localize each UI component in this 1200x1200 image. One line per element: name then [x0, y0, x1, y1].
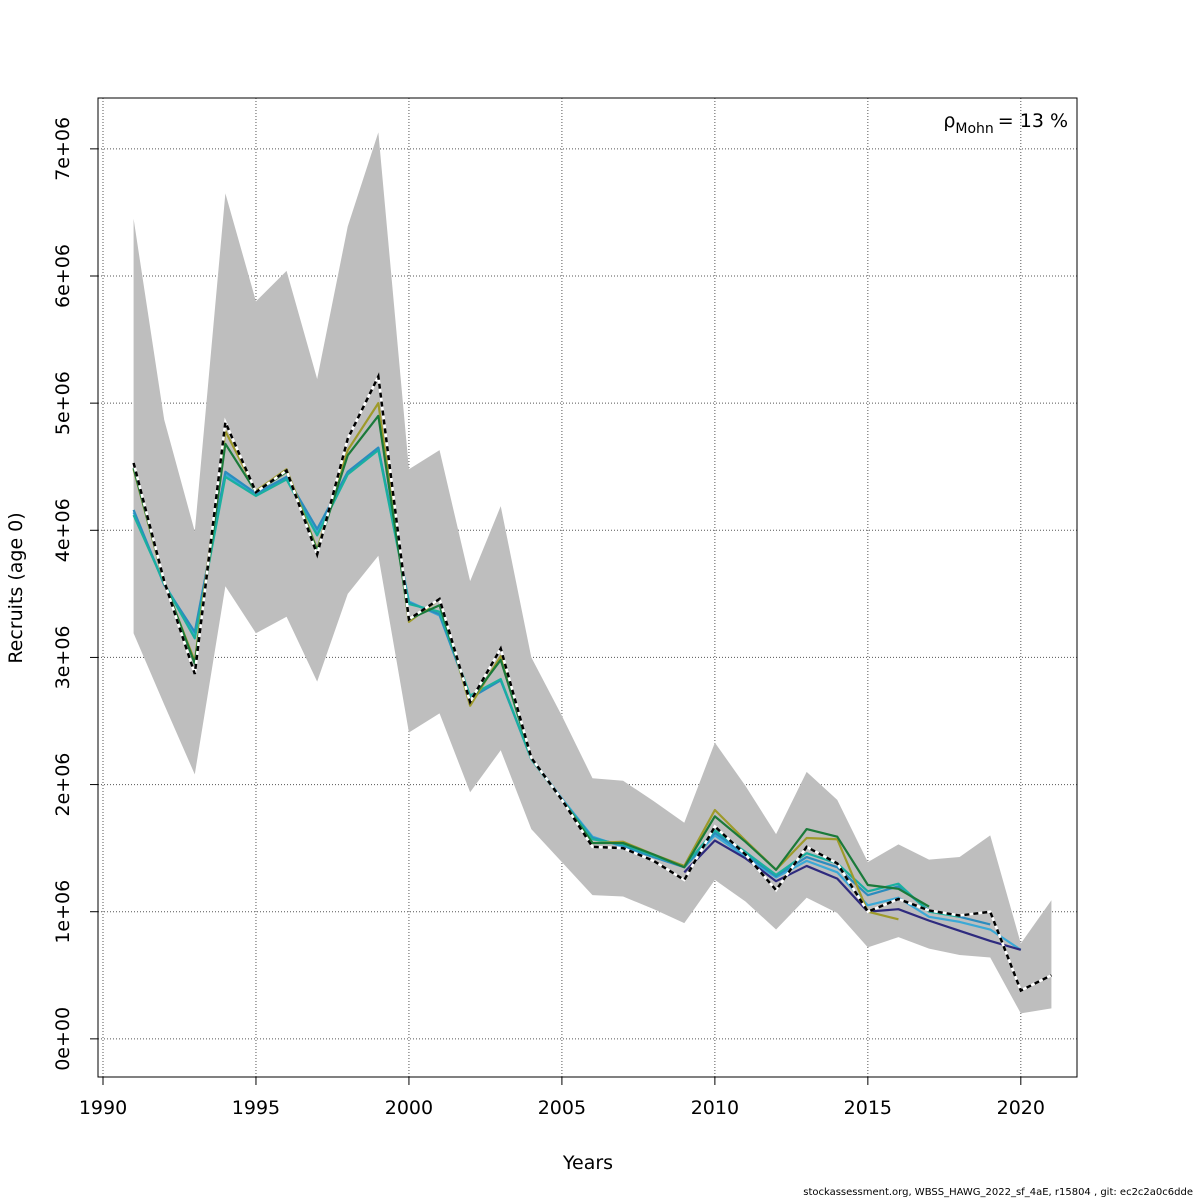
rho-symbol: ρ [943, 110, 955, 132]
series-0-line [132, 372, 1052, 993]
confidence-band-layer [133, 132, 1052, 1014]
y-tick-label-5: 5e+06 [52, 371, 74, 435]
y-tick-label-3: 3e+06 [52, 625, 74, 689]
x-tick-label-1995: 1995 [232, 1097, 280, 1119]
x-axis-label: Years [562, 1152, 613, 1174]
rho-subscript: Mohn [955, 121, 993, 137]
series-layer [132, 372, 1052, 993]
x-tick-label-2020: 2020 [997, 1097, 1045, 1119]
x-axis: 1990 1995 2000 2005 2010 2015 2020 [79, 1076, 1045, 1119]
y-axis-label: Recruits (age 0) [5, 512, 27, 663]
y-axis: 0e+00 1e+06 2e+06 3e+06 4e+06 5e+06 6e+06 7e+06 [52, 117, 99, 1071]
x-tick-label-2000: 2000 [385, 1097, 433, 1119]
y-tick-label-4: 4e+06 [52, 498, 74, 562]
y-tick-label-0: 0e+00 [52, 1007, 74, 1071]
series-6-line [683, 839, 1022, 951]
x-tick-label-2015: 2015 [844, 1097, 892, 1119]
y-tick-label-6: 6e+06 [52, 244, 74, 308]
rho-mohn-annotation: ρMohn = 13 % [943, 110, 1068, 137]
footer-credit: stockassessment.org, WBSS_HAWG_2022_sf_4… [803, 1187, 1193, 1198]
confidence-band [133, 132, 1052, 1014]
y-tick-label-7: 7e+06 [52, 117, 74, 181]
x-tick-label-2010: 2010 [691, 1097, 739, 1119]
x-tick-label-2005: 2005 [538, 1097, 586, 1119]
y-tick-label-2: 2e+06 [52, 753, 74, 817]
y-tick-label-1: 1e+06 [52, 880, 74, 944]
x-tick-label-1990: 1990 [79, 1097, 127, 1119]
rho-value: = 13 % [998, 110, 1068, 132]
